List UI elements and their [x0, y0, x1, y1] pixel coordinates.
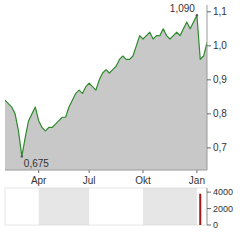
volume-bar	[189, 225, 191, 226]
volume-frame	[5, 188, 207, 225]
volume-bar	[98, 225, 100, 226]
volume-bar	[166, 225, 168, 226]
volume-bar	[135, 225, 137, 226]
y-tick	[207, 45, 211, 46]
volume-bar	[17, 225, 19, 226]
y-tick-label: 1,0	[213, 40, 227, 51]
volume-bar	[38, 225, 40, 226]
volume-bar	[159, 225, 161, 226]
volume-area	[199, 194, 201, 225]
volume-bar	[34, 225, 36, 226]
volume-bar	[44, 225, 46, 226]
volume-bar	[102, 225, 104, 226]
x-tick-label: Okt	[135, 175, 151, 186]
x-tick-label: Jan	[189, 175, 205, 186]
volume-bar	[199, 194, 201, 225]
y-tick-label: 0,9	[213, 74, 227, 85]
volume-tick	[207, 225, 211, 226]
volume-bar	[155, 225, 157, 226]
volume-bar	[24, 225, 26, 226]
volume-tick-label: 4000	[213, 187, 233, 197]
volume-bar	[5, 225, 6, 226]
annotation: 0,675	[24, 158, 49, 169]
volume-bar	[142, 225, 144, 226]
volume-bar	[92, 225, 94, 226]
y-tick-label: 0,8	[213, 108, 227, 119]
price-area	[5, 15, 207, 170]
volume-bar	[68, 225, 70, 226]
volume-bar	[125, 225, 127, 226]
volume-bar	[193, 225, 195, 226]
volume-bar	[61, 225, 63, 226]
volume-bar	[14, 225, 16, 226]
volume-bar	[118, 225, 120, 226]
y-axis	[207, 5, 208, 170]
plot-area	[5, 15, 207, 170]
volume-bar	[152, 225, 154, 226]
volume-bar	[51, 225, 53, 226]
volume-bar	[172, 225, 174, 226]
volume-bar	[203, 225, 205, 226]
volume-bar	[179, 225, 181, 226]
volume-bar	[75, 225, 77, 226]
volume-bar	[145, 225, 147, 226]
volume-bar	[115, 225, 117, 226]
y-tick-label: 1,1	[213, 6, 227, 17]
volume-bar	[129, 225, 131, 226]
volume-axis	[207, 188, 208, 225]
y-tick-label: 0,7	[213, 142, 227, 153]
y-tick	[207, 11, 211, 12]
volume-bar	[48, 225, 50, 226]
volume-bar	[196, 225, 198, 226]
volume-tick-label: 2000	[213, 204, 233, 214]
volume-bar	[139, 225, 141, 226]
x-tick-label: Jul	[83, 175, 96, 186]
volume-bar	[71, 225, 73, 226]
price-line	[5, 15, 207, 156]
volume-bar	[78, 225, 80, 226]
volume-bar	[28, 225, 30, 226]
y-tick	[207, 113, 211, 114]
volume-bar	[176, 225, 178, 226]
volume-bar	[122, 225, 124, 226]
volume-bar	[58, 225, 60, 226]
y-tick	[207, 79, 211, 80]
chart: 0,7 0,8 0,9 1,0 1,1 Apr Jul Okt Jan 1,090 0,675 0 20…	[0, 0, 240, 232]
y-tick	[207, 147, 211, 148]
volume-bar	[11, 225, 13, 226]
quarter-band	[39, 188, 90, 225]
x-tick-label: Apr	[31, 175, 47, 186]
x-axis	[5, 170, 207, 171]
annotation-point	[21, 155, 23, 157]
volume-bar	[108, 225, 110, 226]
quarter-band	[143, 188, 197, 225]
volume-bar	[85, 225, 87, 226]
volume-bar	[105, 225, 107, 226]
volume-bar	[88, 225, 90, 226]
volume-bar	[81, 225, 83, 226]
volume-bar	[162, 225, 164, 226]
volume-bar	[65, 225, 67, 226]
volume-bar	[41, 225, 43, 226]
volume-bar	[112, 225, 114, 226]
volume-tick-label: 0	[213, 220, 218, 230]
volume-bar	[95, 225, 97, 226]
volume-bar	[149, 225, 151, 226]
volume-bar	[54, 225, 56, 226]
volume-tick	[207, 192, 211, 193]
volume-bar	[21, 225, 23, 226]
volume-tick	[207, 208, 211, 209]
volume-bar	[31, 225, 33, 226]
annotation: 1,090	[170, 3, 195, 14]
volume-bar	[169, 225, 171, 226]
volume-bar	[7, 225, 9, 226]
volume-bar	[186, 225, 188, 226]
annotation-point	[196, 14, 198, 16]
volume-bar	[182, 225, 184, 226]
volume-bar	[132, 225, 134, 226]
